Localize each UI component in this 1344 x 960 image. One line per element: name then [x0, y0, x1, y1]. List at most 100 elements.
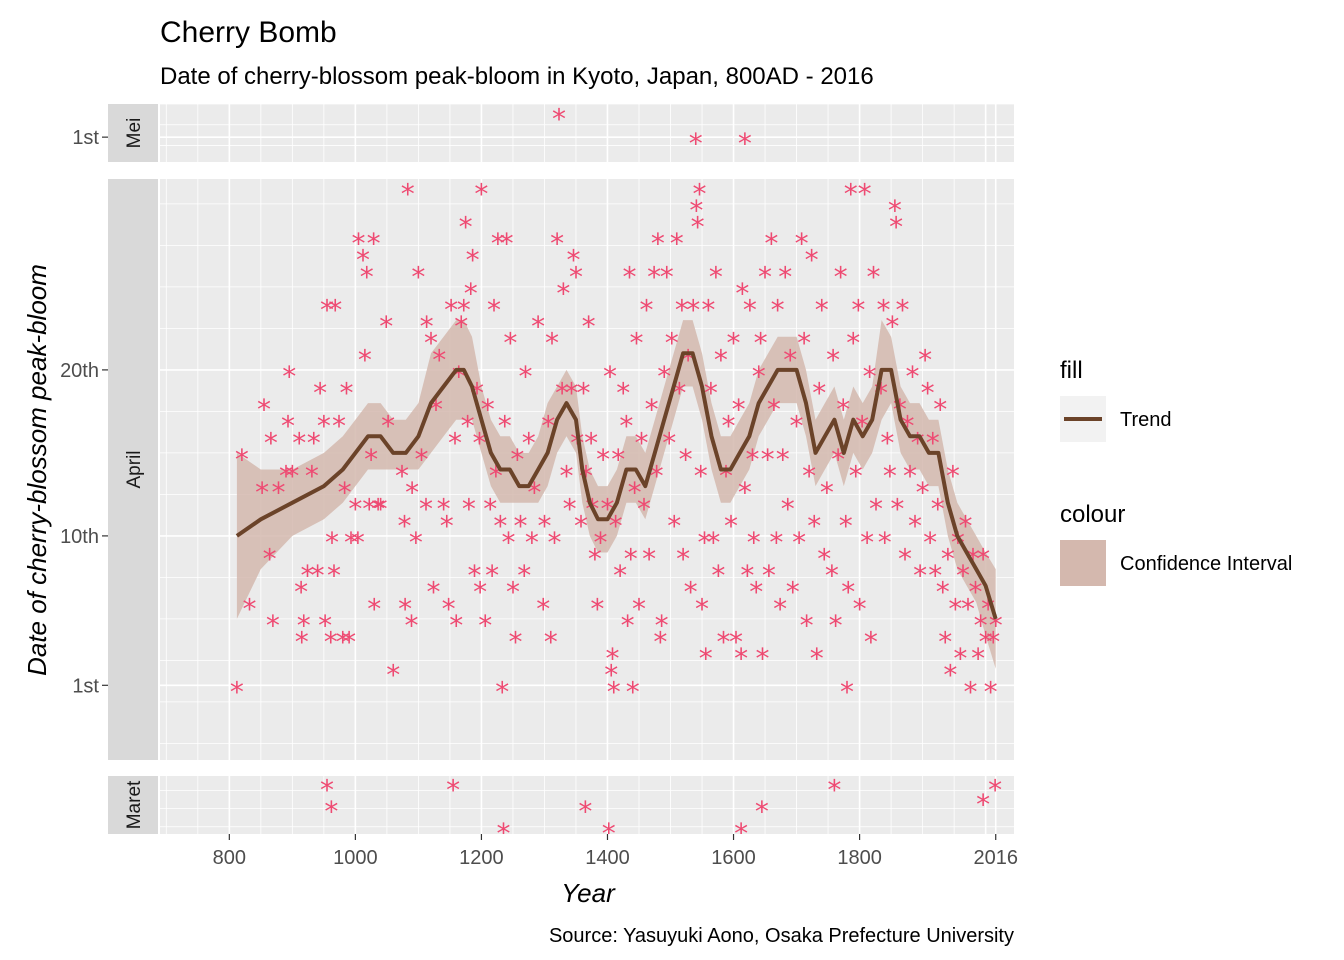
data-point: *: [257, 393, 271, 426]
gridlines: [160, 103, 1014, 162]
data-point: *: [946, 460, 960, 493]
data-point: *: [660, 260, 674, 293]
data-point: *: [405, 476, 419, 509]
facet-strip: [108, 179, 158, 760]
data-point: *: [495, 675, 509, 708]
data-point: *: [691, 211, 705, 244]
data-point: *: [653, 626, 667, 659]
data-point: *: [338, 476, 352, 509]
data-point: *: [611, 443, 625, 476]
data-point: *: [758, 260, 772, 293]
data-point: *: [709, 260, 723, 293]
data-point: *: [437, 493, 451, 526]
data-point: *: [281, 410, 295, 443]
data-point: *: [738, 127, 752, 160]
data-point: *: [574, 509, 588, 542]
data-point: *: [657, 360, 671, 393]
data-point: *: [300, 559, 314, 592]
data-point: *: [895, 294, 909, 327]
data-point: *: [802, 460, 816, 493]
data-point: *: [846, 327, 860, 360]
data-point: *: [807, 509, 821, 542]
data-point: *: [769, 526, 783, 559]
data-point: *: [550, 227, 564, 260]
data-point: *: [624, 543, 638, 576]
data-point: *: [941, 543, 955, 576]
data-point: *: [555, 377, 569, 410]
data-point: *: [943, 659, 957, 692]
data-point: *: [795, 227, 809, 260]
data-point: *: [773, 592, 787, 625]
data-point: *: [409, 526, 423, 559]
data-point: *: [263, 543, 277, 576]
x-axis-title: Year: [561, 878, 616, 908]
plot-area: * * *: [552, 104, 752, 160]
data-point: *: [510, 443, 524, 476]
data-point: *: [596, 443, 610, 476]
data-point: *: [849, 460, 863, 493]
y-tick-label: 1st: [72, 127, 99, 149]
data-point: *: [320, 294, 334, 327]
data-point: *: [800, 609, 814, 642]
data-point: *: [420, 310, 434, 343]
data-point: *: [637, 493, 651, 526]
data-point: *: [888, 194, 902, 227]
data-point: *: [607, 675, 621, 708]
x-tick-label: 1000: [333, 847, 378, 869]
data-point: *: [424, 327, 438, 360]
data-point: *: [602, 817, 616, 850]
data-point: *: [827, 773, 841, 806]
data-point: *: [466, 244, 480, 277]
data-point: *: [485, 559, 499, 592]
data-point: *: [632, 592, 646, 625]
data-point: *: [988, 773, 1002, 806]
data-point: *: [470, 377, 484, 410]
data-point: *: [487, 294, 501, 327]
data-point: *: [358, 343, 372, 376]
data-point: *: [755, 795, 769, 828]
data-point: *: [336, 626, 350, 659]
data-point: *: [986, 626, 1000, 659]
data-point: *: [305, 460, 319, 493]
data-point: *: [590, 592, 604, 625]
data-point: *: [640, 294, 654, 327]
data-point: *: [297, 609, 311, 642]
data-point: *: [432, 343, 446, 376]
data-point: *: [711, 559, 725, 592]
data-point: *: [502, 526, 516, 559]
data-point: *: [734, 817, 748, 850]
data-point: *: [621, 609, 635, 642]
data-point: *: [839, 509, 853, 542]
data-point: *: [324, 626, 338, 659]
data-point: *: [727, 327, 741, 360]
legend: fill Trend colour Confidence Interval: [1060, 357, 1292, 586]
panel-background: [160, 776, 1014, 834]
data-point: *: [679, 443, 693, 476]
trend-line: [235, 351, 998, 620]
data-point: *: [367, 227, 381, 260]
data-point: *: [921, 377, 935, 410]
data-point: *: [667, 509, 681, 542]
y-tick-label: 10th: [60, 526, 99, 548]
data-point: *: [749, 576, 763, 609]
x-axis: 800 1000 1200 1400 1600 1800 2016: [213, 834, 1018, 869]
data-point: *: [294, 576, 308, 609]
data-point: *: [255, 476, 269, 509]
data-point: *: [307, 426, 321, 459]
data-point: *: [264, 426, 278, 459]
data-point: *: [786, 576, 800, 609]
data-point: *: [790, 410, 804, 443]
data-point: *: [398, 509, 412, 542]
x-tick-label: 2016: [973, 847, 1018, 869]
data-point: *: [961, 592, 975, 625]
data-point: *: [714, 343, 728, 376]
chart-subtitle: Date of cherry-blossom peak-bloom in Kyo…: [160, 63, 874, 90]
data-point: *: [860, 526, 874, 559]
data-point: *: [771, 294, 785, 327]
data-point: *: [517, 559, 531, 592]
data-point: *: [761, 443, 775, 476]
data-point: *: [491, 227, 505, 260]
data-point: *: [514, 509, 528, 542]
data-point: *: [454, 310, 468, 343]
data-point: *: [752, 360, 766, 393]
